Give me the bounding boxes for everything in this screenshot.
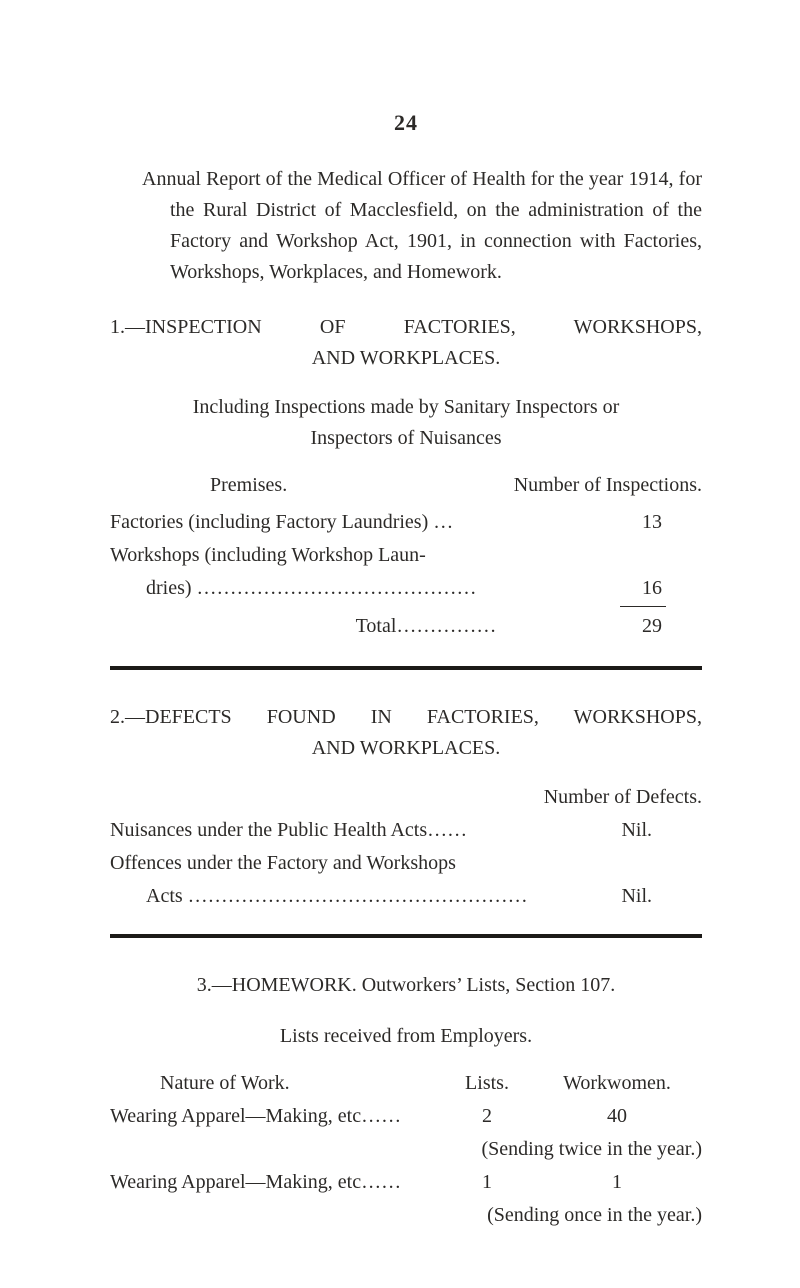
intro-paragraph: Annual Report of the Medical Officer of …	[110, 164, 702, 288]
section-2-heading-line2: AND WORKPLACES.	[110, 733, 702, 764]
defects-row-offences-line2: Acts …………………………………………… Nil.	[110, 881, 702, 912]
inspection-row-factories: Factories (including Factory Laundries) …	[110, 507, 702, 538]
total-label: Total……………	[110, 611, 612, 642]
row-value: Nil.	[602, 815, 702, 846]
col-defects: Number of Defects.	[482, 782, 702, 813]
defects-row-nuisances: Nuisances under the Public Health Acts………	[110, 815, 702, 846]
section-1-sub-line2: Inspectors of Nuisances	[110, 423, 702, 454]
col-workwomen: Workwomen.	[532, 1068, 702, 1099]
row-label: Factories (including Factory Laundries) …	[110, 507, 612, 538]
homework-row-1-note: (Sending twice in the year.)	[110, 1134, 702, 1165]
col-inspections: Number of Inspections.	[514, 470, 702, 501]
inspection-columns-row: Premises. Number of Inspections.	[110, 470, 702, 501]
homework-columns-row: Nature of Work. Lists. Workwomen.	[110, 1068, 702, 1099]
page-number: 24	[110, 110, 702, 136]
defects-row-offences-line1: Offences under the Factory and Workshops	[110, 848, 702, 879]
row-value: 13	[612, 507, 702, 538]
row-label: Workshops (including Workshop Laun-	[110, 540, 652, 571]
section-1-heading-line2: AND WORKPLACES.	[110, 343, 702, 374]
inspection-row-workshops-line1: Workshops (including Workshop Laun-	[110, 540, 702, 571]
section-3-heading: 3.—HOMEWORK. Outworkers’ Lists, Section …	[110, 970, 702, 1001]
section-divider	[110, 666, 702, 670]
row-workwomen: 40	[532, 1101, 702, 1132]
col-premises: Premises.	[110, 470, 287, 501]
homework-row-2-note: (Sending once in the year.)	[110, 1200, 702, 1231]
inspection-row-workshops-line2: dries) …………………………………… 16	[110, 573, 702, 604]
section-3-sub: Lists received from Employers.	[110, 1021, 702, 1052]
row-value: 16	[612, 573, 702, 604]
row-workwomen: 1	[532, 1167, 702, 1198]
homework-row-1: Wearing Apparel—Making, etc…… 2 40	[110, 1101, 702, 1132]
row-label: Wearing Apparel—Making, etc……	[110, 1101, 442, 1132]
row-label: Nuisances under the Public Health Acts……	[110, 815, 602, 846]
row-label: Wearing Apparel—Making, etc……	[110, 1167, 442, 1198]
section-divider	[110, 934, 702, 938]
row-value: Nil.	[602, 881, 702, 912]
col-lists: Lists.	[442, 1068, 532, 1099]
row-label: Acts ……………………………………………	[110, 881, 602, 912]
defects-columns-row: Number of Defects.	[110, 782, 702, 813]
section-1-sub-line1: Including Inspections made by Sanitary I…	[110, 392, 702, 423]
row-label: dries) ……………………………………	[110, 573, 612, 604]
total-value: 29	[612, 611, 702, 642]
row-lists: 1	[442, 1167, 532, 1198]
inspection-total-row: Total…………… 29	[110, 611, 702, 642]
section-1-heading-line1: 1.—INSPECTION OF FACTORIES, WORKSHOPS,	[110, 312, 702, 343]
section-2-heading-line1: 2.—DEFECTS FOUND IN FACTORIES, WORKSHOPS…	[110, 702, 702, 733]
row-label: Offences under the Factory and Workshops	[110, 848, 652, 879]
homework-row-2: Wearing Apparel—Making, etc…… 1 1	[110, 1167, 702, 1198]
row-lists: 2	[442, 1101, 532, 1132]
document-page: 24 Annual Report of the Medical Officer …	[0, 0, 800, 1288]
col-nature: Nature of Work.	[110, 1068, 442, 1099]
subtotal-rule	[620, 606, 666, 607]
